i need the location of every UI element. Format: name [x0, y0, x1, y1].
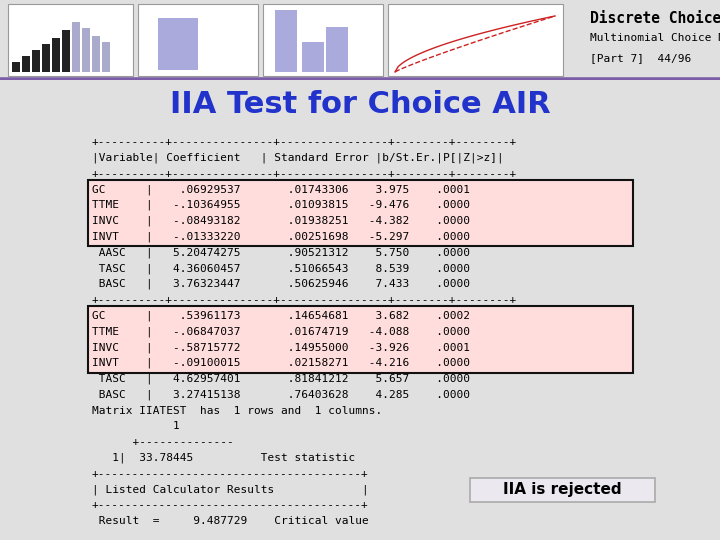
Text: BASC   |   3.27415138       .76403628    4.285    .0000: BASC | 3.27415138 .76403628 4.285 .0000 [92, 389, 470, 400]
Text: AASC   |   5.20474275       .90521312    5.750    .0000: AASC | 5.20474275 .90521312 5.750 .0000 [92, 247, 470, 258]
Text: +----------+---------------+----------------+--------+--------+: +----------+---------------+------------… [92, 168, 517, 179]
Text: TTME    |   -.06847037       .01674719   -4.088    .0000: TTME | -.06847037 .01674719 -4.088 .0000 [92, 326, 470, 337]
Bar [32, 50, 40, 72]
Bar [263, 4, 383, 76]
Bar [88, 306, 633, 373]
Text: Discrete Choice Modeling: Discrete Choice Modeling [590, 10, 720, 26]
Text: +----------+---------------+----------------+--------+--------+: +----------+---------------+------------… [92, 295, 517, 305]
Text: +---------------------------------------+: +---------------------------------------… [92, 501, 369, 510]
Text: 1: 1 [92, 421, 180, 431]
Text: TTME    |   -.10364955       .01093815   -9.476    .0000: TTME | -.10364955 .01093815 -9.476 .0000 [92, 200, 470, 211]
Bar [72, 22, 80, 72]
Text: INVC    |   -.58715772       .14955000   -3.926    .0001: INVC | -.58715772 .14955000 -3.926 .0001 [92, 342, 470, 353]
Text: [Part 7]  44/96: [Part 7] 44/96 [590, 53, 691, 63]
Text: INVT    |   -.09100015       .02158271   -4.216    .0000: INVT | -.09100015 .02158271 -4.216 .0000 [92, 358, 470, 368]
Text: Matrix IIATEST  has  1 rows and  1 columns.: Matrix IIATEST has 1 rows and 1 columns. [92, 406, 382, 416]
Bar [42, 44, 50, 72]
Text: IIA is rejected: IIA is rejected [503, 482, 621, 497]
Text: IIA Test for Choice AIR: IIA Test for Choice AIR [170, 90, 550, 119]
Bar [138, 4, 258, 76]
Bar [275, 10, 297, 72]
Bar [62, 30, 70, 72]
Bar [102, 42, 110, 72]
Bar [82, 28, 90, 72]
Text: +----------+---------------+----------------+--------+--------+: +----------+---------------+------------… [92, 137, 517, 147]
Text: +---------------------------------------+: +---------------------------------------… [92, 469, 369, 479]
Bar [158, 18, 198, 70]
Text: Multinomial Choice Models: Multinomial Choice Models [590, 33, 720, 43]
Bar [470, 477, 655, 502]
Bar [22, 56, 30, 72]
Text: Result  =     9.487729    Critical value: Result = 9.487729 Critical value [92, 516, 369, 526]
Bar [52, 38, 60, 72]
Text: INVC    |   -.08493182       .01938251   -4.382    .0000: INVC | -.08493182 .01938251 -4.382 .0000 [92, 215, 470, 226]
Text: TASC   |   4.36060457       .51066543    8.539    .0000: TASC | 4.36060457 .51066543 8.539 .0000 [92, 263, 470, 274]
Text: GC      |    .53961173       .14654681    3.682    .0002: GC | .53961173 .14654681 3.682 .0002 [92, 310, 470, 321]
Text: | Listed Calculator Results             |: | Listed Calculator Results | [92, 484, 369, 495]
Bar [88, 180, 633, 246]
Text: GC      |    .06929537       .01743306    3.975    .0001: GC | .06929537 .01743306 3.975 .0001 [92, 184, 470, 194]
Text: |Variable| Coefficient   | Standard Error |b/St.Er.|P[|Z|>z]|: |Variable| Coefficient | Standard Error … [92, 152, 504, 163]
Bar [388, 4, 563, 76]
Text: 1|  33.78445          Test statistic: 1| 33.78445 Test statistic [92, 453, 355, 463]
Bar [12, 62, 20, 72]
Text: TASC   |   4.62957401       .81841212    5.657    .0000: TASC | 4.62957401 .81841212 5.657 .0000 [92, 374, 470, 384]
Bar [302, 42, 324, 72]
Text: +--------------: +-------------- [92, 437, 234, 447]
Text: INVT    |   -.01333220       .00251698   -5.297    .0000: INVT | -.01333220 .00251698 -5.297 .0000 [92, 232, 470, 242]
Bar [8, 4, 133, 76]
Bar [326, 27, 348, 72]
Text: BASC   |   3.76323447       .50625946    7.433    .0000: BASC | 3.76323447 .50625946 7.433 .0000 [92, 279, 470, 289]
Bar [92, 36, 100, 72]
